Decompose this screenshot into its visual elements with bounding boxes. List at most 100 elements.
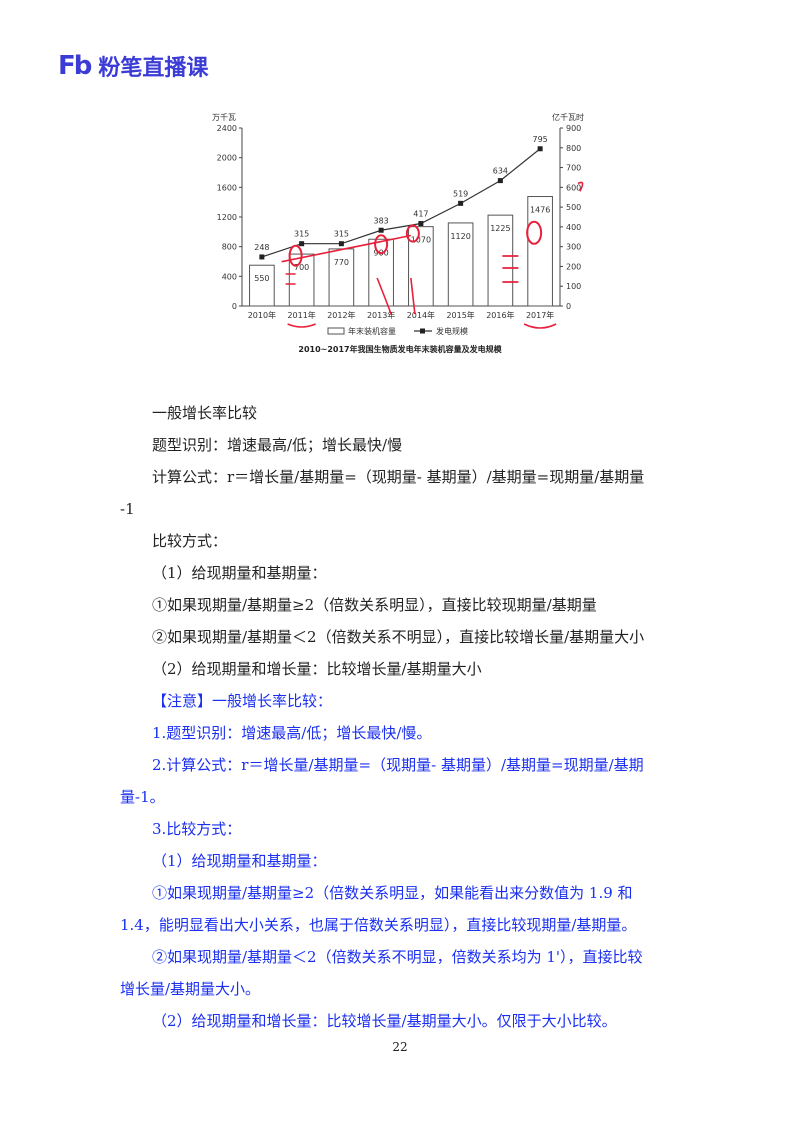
note-method-title: 3.比较方式： — [152, 820, 242, 838]
note-method-1: （1）给现期量和基期量： — [152, 852, 327, 870]
text-identification: 题型识别：增速最高/低；增长最快/慢 — [152, 436, 403, 454]
category-label: 2017年 — [526, 310, 554, 320]
capacity-bar-label: 1476 — [530, 206, 550, 215]
capacity-bar-label: 770 — [334, 258, 349, 267]
left-tick-label: 2000 — [217, 154, 237, 163]
generation-label: 315 — [294, 230, 309, 239]
annotation-stroke — [376, 277, 392, 315]
note-identification: 1.题型识别：增速最高/低；增长最快/慢。 — [152, 724, 432, 742]
annotation-circle — [288, 244, 303, 267]
annotation-stroke — [287, 323, 316, 328]
text-method-1b: ②如果现期量/基期量＜2（倍数关系不明显），直接比较增长量/基期量大小 — [152, 628, 645, 646]
category-label: 2011年 — [287, 310, 315, 320]
category-label: 2015年 — [446, 310, 474, 320]
generation-point — [537, 146, 543, 152]
generation-point — [299, 241, 305, 247]
right-axis-label: 亿千瓦时 — [552, 112, 584, 122]
note-method-2: （2）给现期量和增长量：比较增长量/基期量大小。仅限于大小比较。 — [152, 1012, 617, 1030]
generation-point — [378, 227, 384, 233]
generation-label: 519 — [453, 189, 468, 198]
capacity-bar — [368, 238, 394, 307]
legend-line-marker — [420, 328, 425, 334]
right-tick-label: 200 — [566, 262, 581, 271]
right-tick-label: 0 — [566, 302, 571, 311]
note-formula: 2.计算公式：r＝增长量/基期量=（现期量- 基期量）/基期量=现期量/基期 — [152, 756, 644, 774]
text-formula-cont: -1 — [120, 500, 135, 518]
left-tick-label: 0 — [232, 302, 237, 311]
capacity-bar — [527, 196, 553, 307]
left-tick-label: 1200 — [217, 213, 237, 222]
text-method-1a: ①如果现期量/基期量≥2（倍数关系明显），直接比较现期量/基期量 — [152, 596, 597, 614]
capacity-bar-label: 1225 — [490, 224, 510, 233]
right-tick-label: 300 — [566, 243, 581, 252]
generation-label: 383 — [373, 216, 388, 225]
heading-growth-rate: 一般增长率比较 — [152, 404, 258, 422]
annotation-stroke — [577, 181, 584, 192]
category-label: 2012年 — [327, 310, 355, 320]
text-method-title: 比较方式： — [152, 532, 228, 550]
capacity-generation-chart: 万千瓦 亿千瓦时 0 400 800 1200 1600 2000 2400 0 100 200 300… — [212, 112, 584, 354]
annotation-stroke — [281, 234, 412, 263]
capacity-bar-label: 1070 — [411, 236, 431, 245]
left-tick-label: 1600 — [217, 183, 237, 192]
generation-point — [497, 178, 503, 184]
category-label: 2010年 — [248, 310, 276, 320]
page-number: 22 — [392, 1040, 408, 1054]
category-label: 2016年 — [486, 310, 514, 320]
right-tick-label: 400 — [566, 223, 581, 232]
annotation-circle — [405, 224, 420, 243]
note-method-1b-cont: 增长量/基期量大小。 — [120, 980, 261, 998]
right-tick-label: 800 — [566, 144, 581, 153]
category-label: 2013年 — [367, 310, 395, 320]
right-tick-label: 500 — [566, 203, 581, 212]
generation-label: 417 — [413, 210, 428, 219]
right-tick-label: 100 — [566, 282, 581, 291]
annotation-stroke — [285, 273, 296, 285]
logo-mark: Fb — [58, 51, 92, 81]
brand-logo: Fb 粉笔直播课 — [58, 50, 208, 82]
note-formula-cont: 量-1。 — [120, 788, 165, 806]
legend-bar-label: 年末装机容量 — [348, 326, 396, 336]
annotation-circle — [526, 220, 543, 245]
left-tick-label: 2400 — [217, 124, 237, 133]
annotation-stroke — [410, 277, 416, 315]
annotation-stroke — [523, 323, 557, 329]
capacity-bar-label: 1120 — [450, 232, 470, 241]
capacity-bar — [447, 222, 474, 307]
logo-text: 粉笔直播课 — [98, 56, 209, 81]
capacity-bar — [249, 264, 275, 307]
left-axis-label: 万千瓦 — [212, 112, 236, 122]
left-tick-label: 800 — [222, 243, 237, 252]
note-method-1a: ①如果现期量/基期量≥2（倍数关系明显，如果能看出来分数值为 1.9 和 — [152, 884, 633, 902]
legend-bar-swatch — [327, 327, 345, 335]
generation-label: 315 — [334, 230, 349, 239]
text-method-2: （2）给现期量和增长量：比较增长量/基期量大小 — [152, 660, 482, 678]
chart-title: 2010~2017年我国生物质发电年末装机容量及发电规模 — [298, 344, 502, 354]
capacity-bar-label: 700 — [294, 263, 309, 272]
generation-label: 248 — [254, 243, 269, 252]
left-tick-label: 400 — [222, 272, 237, 281]
capacity-bar-label: 550 — [254, 274, 269, 283]
annotation-stroke — [502, 255, 519, 283]
generation-point — [338, 241, 344, 247]
generation-label: 795 — [532, 135, 547, 144]
legend-line-label: 发电规模 — [436, 326, 468, 336]
capacity-bar — [328, 248, 355, 307]
note-method-1b: ②如果现期量/基期量＜2（倍数关系不明显，倍数关系均为 1'），直接比较 — [152, 948, 643, 966]
generation-line — [261, 148, 541, 258]
annotation-circle — [374, 234, 389, 255]
capacity-bar — [288, 253, 315, 307]
text-method-1: （1）给现期量和基期量： — [152, 564, 327, 582]
capacity-bar — [487, 214, 514, 307]
right-tick-label: 700 — [566, 164, 581, 173]
note-method-1a-cont: 1.4，能明显看出大小关系，也属于倍数关系明显），直接比较现期量/基期量。 — [120, 916, 637, 934]
note-title: 【注意】一般增长率比较： — [152, 692, 333, 710]
generation-point — [458, 200, 464, 206]
generation-label: 634 — [493, 167, 508, 176]
text-formula: 计算公式：r＝增长量/基期量=（现期量- 基期量）/基期量=现期量/基期量 — [152, 468, 645, 486]
right-tick-label: 900 — [566, 124, 581, 133]
generation-point — [418, 221, 424, 227]
generation-point — [259, 254, 265, 260]
category-label: 2014年 — [407, 310, 435, 320]
right-tick-label: 600 — [566, 183, 581, 192]
